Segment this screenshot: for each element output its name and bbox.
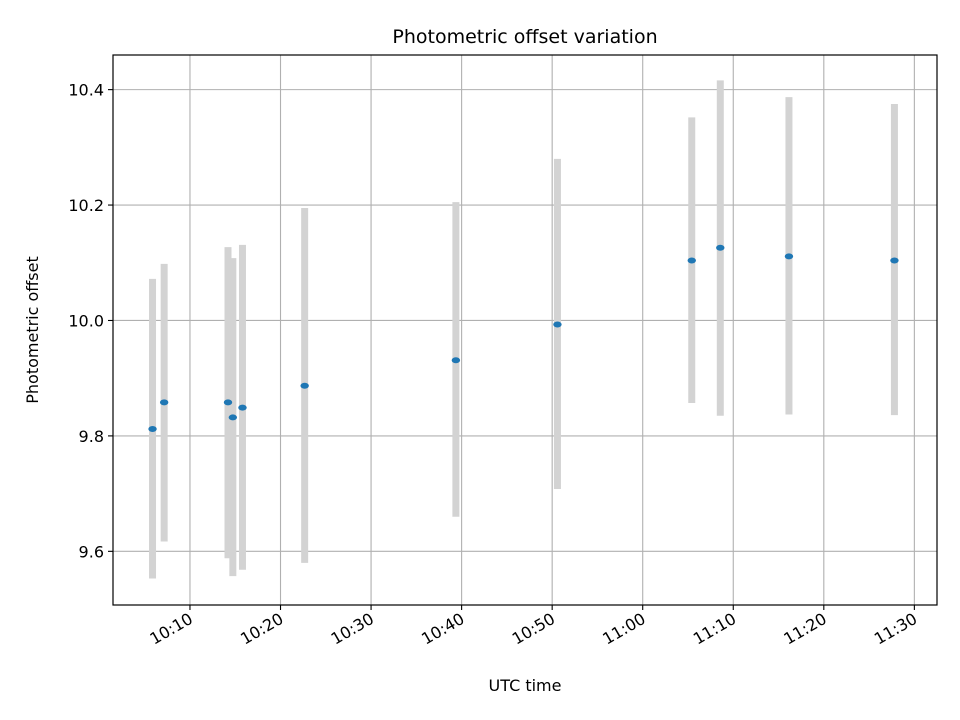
y-axis-label: Photometric offset xyxy=(23,256,42,404)
y-tick-label: 10.0 xyxy=(68,311,104,330)
data-point xyxy=(159,399,169,406)
y-tick-label: 10.4 xyxy=(68,81,104,100)
y-tick-label: 9.6 xyxy=(79,542,104,561)
data-point xyxy=(148,425,157,432)
data-point xyxy=(784,253,794,260)
data-point xyxy=(451,357,461,364)
data-point xyxy=(890,257,899,264)
y-axis: 9.6 9.8 10.0 10.2 10.4 xyxy=(68,81,113,561)
data-point xyxy=(553,321,562,328)
plot-area xyxy=(113,55,937,605)
data-point xyxy=(716,244,725,251)
y-tick-label: 9.8 xyxy=(79,427,104,446)
data-points xyxy=(148,244,899,432)
data-point xyxy=(238,404,247,411)
data-point xyxy=(228,414,238,421)
data-point xyxy=(223,399,233,406)
data-point xyxy=(300,382,309,389)
y-tick-label: 10.2 xyxy=(68,196,104,215)
plot-frame xyxy=(112,54,938,606)
x-axis-label: UTC time xyxy=(489,676,562,695)
grid xyxy=(113,55,937,605)
data-point xyxy=(687,257,696,264)
chart-title: Photometric offset variation xyxy=(392,26,657,48)
